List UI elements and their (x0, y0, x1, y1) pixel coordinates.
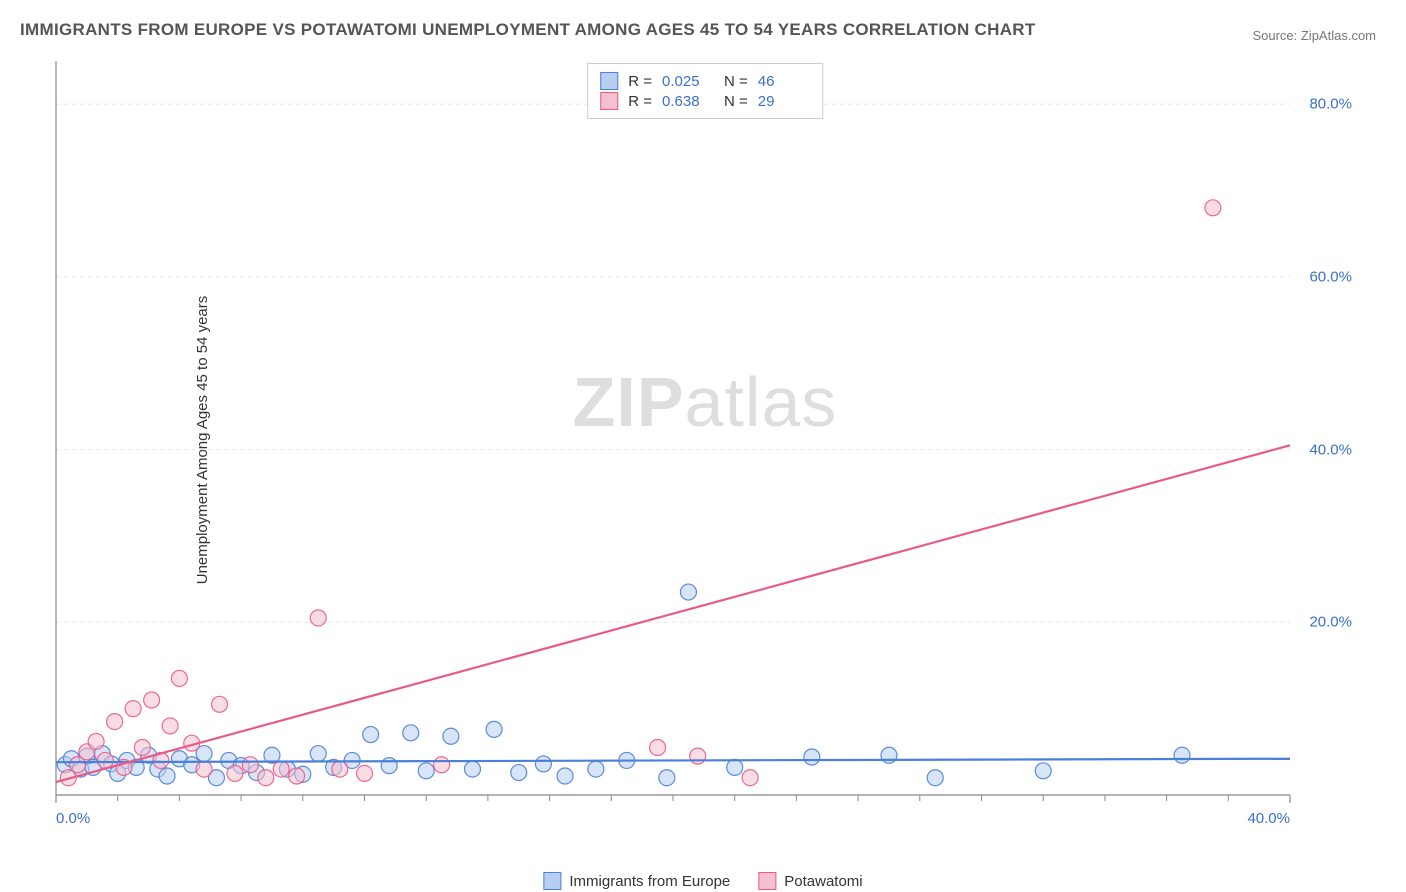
y-tick-label: 60.0% (1309, 268, 1352, 285)
legend-swatch-0 (600, 72, 618, 90)
y-tick-label: 40.0% (1309, 441, 1352, 458)
r-label: R = (628, 93, 652, 110)
legend-swatch-bottom-1 (758, 872, 776, 890)
n-label: N = (724, 73, 748, 90)
legend-item-1: Potawatomi (758, 872, 862, 890)
n-value-1: 29 (758, 93, 810, 110)
legend-label-0: Immigrants from Europe (569, 873, 730, 890)
chart-area: Unemployment Among Ages 45 to 54 years Z… (50, 55, 1360, 825)
n-value-0: 46 (758, 73, 810, 90)
stats-legend: R = 0.025 N = 46 R = 0.638 N = 29 (587, 63, 823, 119)
scatter-plot (50, 55, 1360, 825)
r-value-0: 0.025 (662, 73, 714, 90)
stats-row-1: R = 0.638 N = 29 (600, 92, 810, 110)
bottom-legend: Immigrants from Europe Potawatomi (543, 872, 862, 890)
n-label: N = (724, 93, 748, 110)
y-tick-label: 20.0% (1309, 614, 1352, 631)
legend-label-1: Potawatomi (784, 873, 862, 890)
legend-swatch-bottom-0 (543, 872, 561, 890)
legend-swatch-1 (600, 92, 618, 110)
chart-title: IMMIGRANTS FROM EUROPE VS POTAWATOMI UNE… (20, 20, 1036, 40)
x-tick-label: 0.0% (56, 810, 90, 827)
x-tick-label: 40.0% (1247, 810, 1290, 827)
stats-row-0: R = 0.025 N = 46 (600, 72, 810, 90)
legend-item-0: Immigrants from Europe (543, 872, 730, 890)
r-label: R = (628, 73, 652, 90)
source-attribution: Source: ZipAtlas.com (1252, 28, 1376, 43)
r-value-1: 0.638 (662, 93, 714, 110)
y-tick-label: 80.0% (1309, 96, 1352, 113)
